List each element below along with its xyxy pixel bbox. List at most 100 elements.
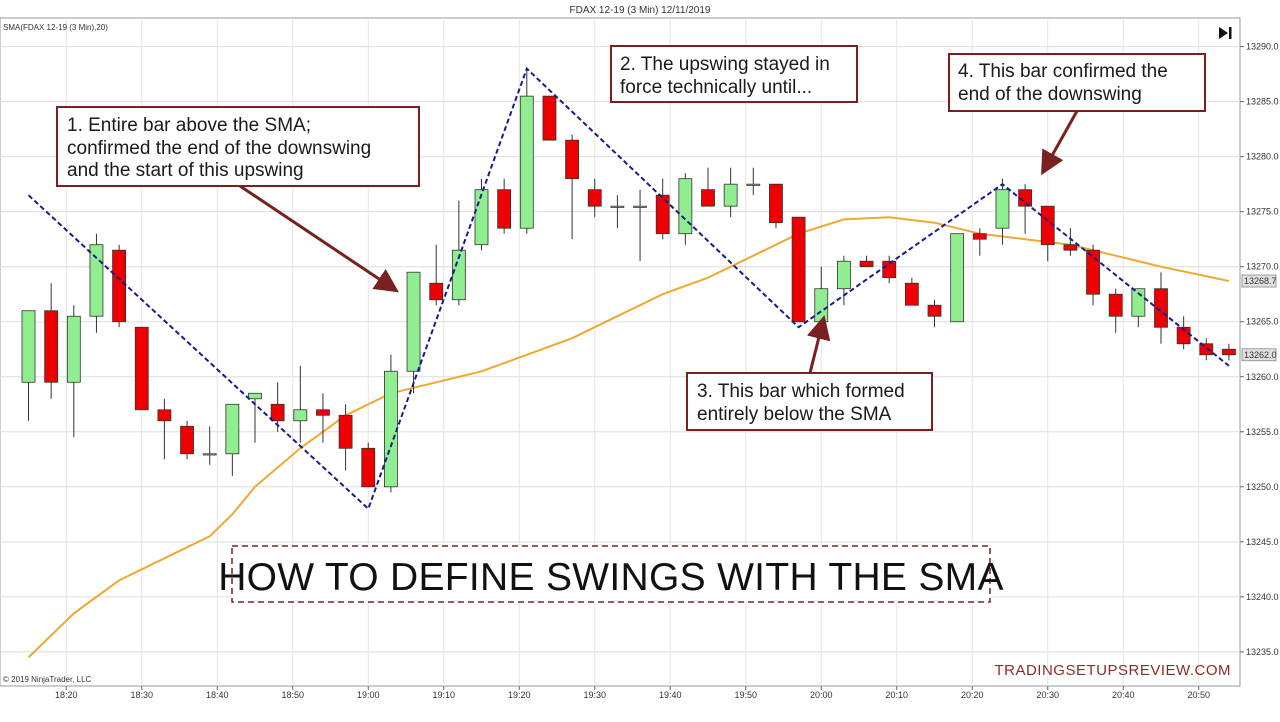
- candle: [769, 183, 783, 229]
- candle-body-down: [542, 95, 557, 141]
- annotation-3: 3. This bar which formed entirely below …: [686, 372, 933, 431]
- annotation-1-line-3: and the start of this upswing: [67, 160, 304, 181]
- candle-body-down: [701, 189, 715, 207]
- candle: [859, 255, 874, 268]
- main-title: HOW TO DEFINE SWINGS WITH THE SMA: [218, 556, 1004, 599]
- annotation-1-line-2: confirmed the end of the downswing: [67, 138, 371, 159]
- annotation-4: 4. This bar confirmed the end of the dow…: [948, 53, 1206, 112]
- candle: [21, 310, 36, 421]
- candle: [474, 178, 489, 251]
- candle-body-down: [1063, 244, 1078, 251]
- candle-body-down: [972, 233, 987, 240]
- annotation-3-line-2: entirely below the SMA: [697, 404, 892, 425]
- y-tick-label: 13275.0: [1246, 207, 1279, 217]
- candle: [112, 244, 126, 328]
- candle-body-up: [21, 310, 36, 383]
- skip-to-end-icon[interactable]: [1219, 27, 1232, 39]
- x-tick-label: 20:20: [961, 690, 984, 700]
- candle-body-down: [361, 447, 376, 488]
- last-price-box-bg: [1241, 348, 1277, 362]
- x-tick-label: 18:20: [55, 690, 78, 700]
- candle: [542, 95, 557, 141]
- candle-body-down: [791, 216, 806, 323]
- candle-body-down: [1018, 189, 1032, 207]
- y-tick-label: 13255.0: [1246, 427, 1279, 437]
- candle: [134, 326, 149, 411]
- x-tick-label: 18:50: [281, 690, 304, 700]
- candle-body-down: [565, 139, 579, 180]
- candle: [972, 228, 987, 256]
- candle-body-down: [134, 326, 149, 411]
- candle-body-up: [950, 233, 965, 323]
- candle: [1222, 343, 1236, 361]
- candle-body-up: [383, 370, 398, 488]
- y-axis: 13290.0 13285.0 13280.0 13275.0 13270.0 13265…: [1240, 42, 1279, 657]
- x-tick-label: 19:30: [583, 690, 606, 700]
- annotation-4-line-2: end of the downswing: [958, 84, 1142, 105]
- x-tick-label: 20:50: [1187, 690, 1210, 700]
- candle: [225, 403, 240, 476]
- last-price-box-text: 13262.0: [1244, 350, 1277, 360]
- candle-body-down: [1108, 293, 1123, 317]
- candle-body-up: [451, 249, 466, 301]
- y-tick-label: 13265.0: [1246, 317, 1279, 327]
- candle-body-down: [927, 304, 942, 317]
- candle: [89, 233, 104, 333]
- candle-body-down: [655, 194, 670, 235]
- annotation-2-line-1: 2. The upswing stayed in: [620, 54, 830, 75]
- sma-price-box-bg: [1241, 274, 1277, 288]
- candle-body-up: [995, 189, 1010, 229]
- candle: [587, 178, 602, 218]
- candle-body-up: [474, 189, 489, 246]
- candle-body-down: [316, 409, 330, 416]
- candle: [1199, 338, 1214, 361]
- candle-body-down: [429, 282, 444, 301]
- watermark: TRADINGSETUPSREVIEW.COM: [994, 662, 1231, 679]
- candle-body-down: [157, 409, 172, 422]
- candle: [202, 426, 217, 465]
- candles: [21, 68, 1236, 493]
- x-tick-label: 20:00: [810, 690, 833, 700]
- y-tick-label: 13235.0: [1246, 647, 1279, 657]
- candle-body-down: [1199, 343, 1214, 356]
- annotation-1-line-1: 1. Entire bar above the SMA;: [67, 115, 311, 136]
- candle: [904, 277, 919, 306]
- x-tick-label: 19:00: [357, 690, 380, 700]
- candle: [1040, 205, 1055, 262]
- candle: [361, 442, 376, 488]
- candle-body-down: [587, 189, 602, 207]
- candle: [316, 393, 330, 443]
- last-price-box: 13262.0: [1241, 348, 1277, 362]
- candle: [565, 134, 579, 240]
- candle: [1176, 316, 1191, 350]
- candle-body-up: [248, 392, 262, 400]
- candle: [519, 68, 534, 234]
- annotation-3-line-1: 3. This bar which formed: [697, 381, 905, 402]
- candle: [66, 305, 81, 438]
- candle-body-down: [338, 414, 353, 449]
- candle-body-up: [225, 403, 240, 455]
- x-tick-label: 20:40: [1112, 690, 1135, 700]
- candle-body-up: [406, 271, 421, 372]
- y-tick-label: 13250.0: [1246, 482, 1279, 492]
- annotation-1-arrow: [239, 184, 399, 293]
- copyright: © 2019 NinjaTrader, LLC: [3, 675, 92, 684]
- candle-body-up: [837, 260, 851, 290]
- candle: [1108, 288, 1123, 333]
- candle-body-down: [769, 183, 783, 224]
- candle: [248, 392, 262, 443]
- annotation-1: 1. Entire bar above the SMA; confirmed t…: [56, 106, 420, 187]
- candle: [610, 195, 625, 229]
- candle-body-down: [180, 425, 194, 455]
- candle-body-up: [633, 205, 647, 208]
- candle: [497, 178, 512, 234]
- candle-body-down: [859, 260, 874, 268]
- candle: [927, 299, 942, 328]
- candle: [180, 420, 194, 460]
- candle: [1154, 272, 1168, 344]
- candle-body-up: [678, 178, 693, 235]
- candle-body-up: [293, 409, 308, 422]
- candle: [338, 404, 353, 471]
